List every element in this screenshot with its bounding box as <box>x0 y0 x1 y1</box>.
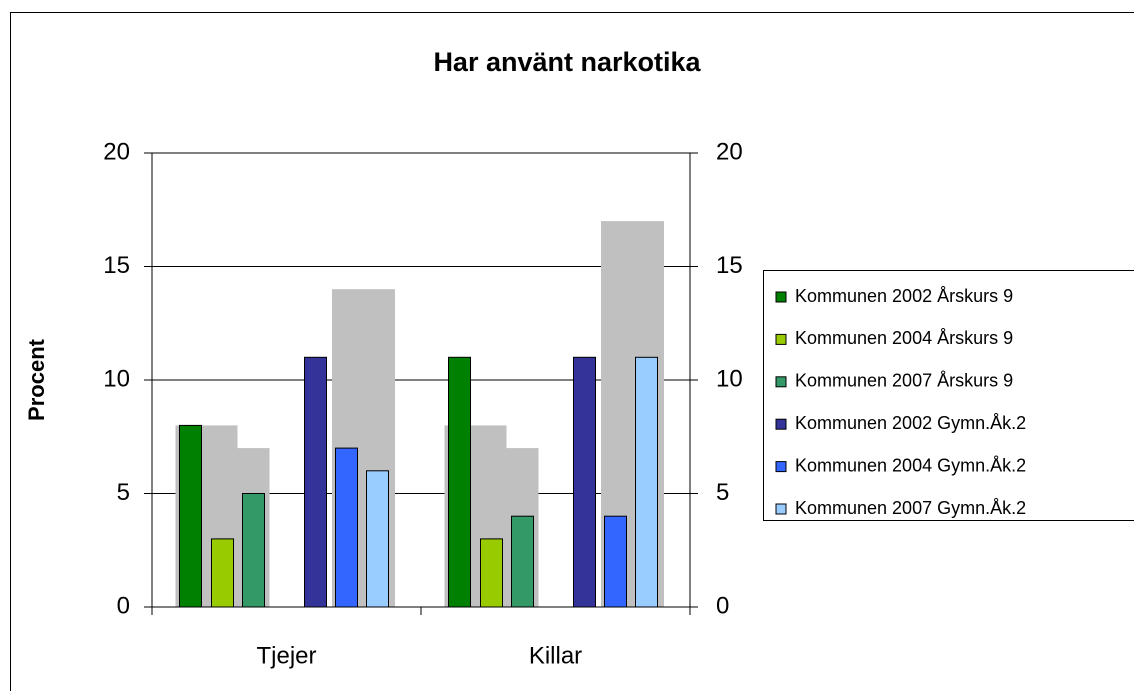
legend-label: Kommunen 2007 Gymn.Åk.2 <box>795 498 1026 518</box>
legend-label: Kommunen 2007 Årskurs 9 <box>795 371 1013 391</box>
x-tick-label: Tjejer <box>256 642 316 669</box>
legend-label: Kommunen 2002 Årskurs 9 <box>795 286 1013 306</box>
bar <box>604 515 627 608</box>
bar <box>573 356 596 608</box>
legend-marker <box>775 418 787 430</box>
y-axis-label: Procent <box>24 338 49 421</box>
legend-marker <box>775 376 787 388</box>
y2-tick-label: 0 <box>716 592 729 619</box>
bar <box>480 538 503 608</box>
legend-marker <box>775 333 787 345</box>
legend-marker <box>775 503 787 515</box>
y-tick-label: 0 <box>117 592 130 619</box>
y-tick-label: 20 <box>103 138 130 165</box>
legend-label: Kommunen 2004 Gymn.Åk.2 <box>795 455 1026 475</box>
x-tick-label: Killar <box>529 642 582 669</box>
bar <box>635 356 658 608</box>
bar <box>335 447 358 608</box>
bar <box>511 515 534 608</box>
chart-title: Har använt narkotika <box>433 47 701 77</box>
y2-tick-label: 5 <box>716 479 729 506</box>
bar <box>366 470 389 608</box>
legend-marker <box>775 461 787 473</box>
bar <box>211 538 234 608</box>
bar <box>304 356 327 608</box>
y-tick-label: 10 <box>103 365 130 392</box>
legend-box <box>763 270 1134 521</box>
y-tick-label: 5 <box>117 479 130 506</box>
y-tick-label: 15 <box>103 252 130 279</box>
y2-tick-label: 10 <box>716 365 743 392</box>
legend-label: Kommunen 2002 Gymn.Åk.2 <box>795 413 1026 433</box>
bar <box>242 493 265 608</box>
y2-tick-label: 15 <box>716 252 743 279</box>
legend-label: Kommunen 2004 Årskurs 9 <box>795 328 1013 348</box>
bar <box>448 356 471 608</box>
bar <box>179 424 202 608</box>
legend-marker <box>775 291 787 303</box>
y2-tick-label: 20 <box>716 138 743 165</box>
